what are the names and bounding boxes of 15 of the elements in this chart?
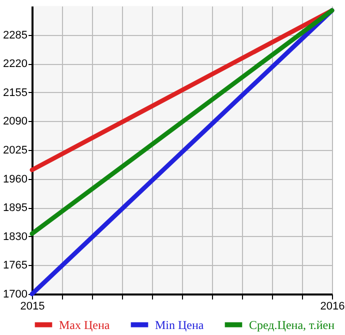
legend-label: Max Цена — [59, 318, 110, 332]
y-tick-label: 2220 — [3, 58, 28, 70]
y-tick-label: 2090 — [3, 116, 28, 128]
x-tick-label: 2016 — [320, 300, 345, 312]
y-tick-label: 1765 — [3, 260, 28, 272]
x-tick-label: 2015 — [20, 300, 45, 312]
y-tick-label: 1960 — [3, 173, 28, 186]
y-tick-label: 2155 — [3, 86, 28, 99]
y-tick-label: 2025 — [3, 144, 28, 156]
legend-label: Сред.Цена, т.йен — [249, 318, 336, 332]
legend-label: Min Цена — [155, 318, 204, 332]
y-tick-label: 1895 — [3, 202, 28, 214]
y-tick-label: 2285 — [3, 29, 28, 42]
y-tick-label: 1700 — [3, 288, 28, 300]
y-tick-label: 1830 — [3, 230, 28, 243]
